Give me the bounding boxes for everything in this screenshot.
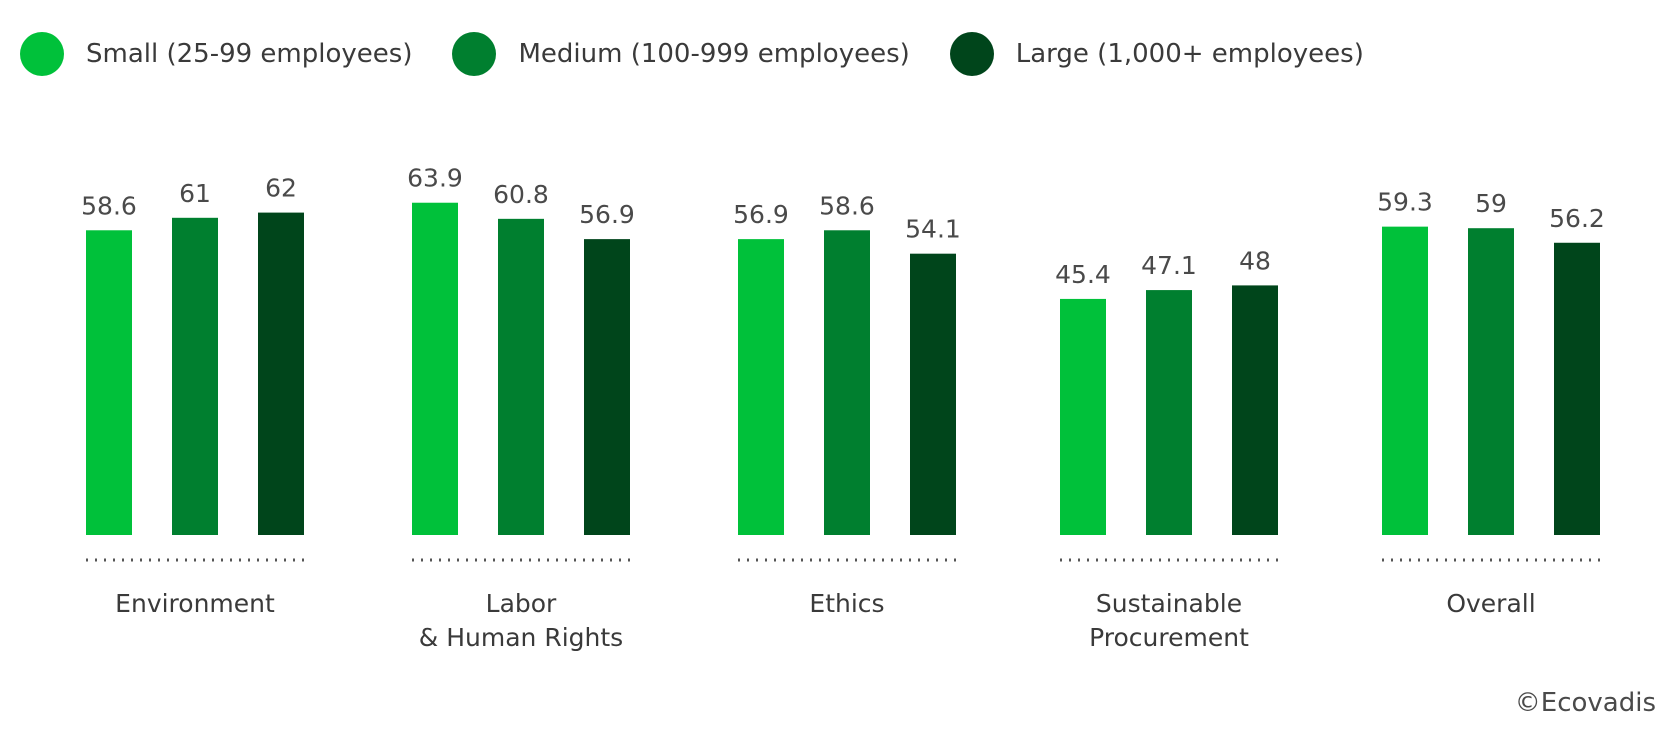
category-label-2-line-0: Ethics: [809, 589, 884, 618]
category-label-3-line-1: Procurement: [1089, 623, 1249, 652]
bar-small-3: [1060, 298, 1106, 535]
bar-large-0: [258, 212, 304, 535]
data-label-medium-3: 47.1: [1141, 251, 1197, 280]
bar-medium-0: [172, 217, 218, 536]
bar-medium-1: [498, 218, 544, 535]
data-label-small-4: 59.3: [1377, 188, 1433, 217]
category-label-3-line-0: Sustainable: [1096, 589, 1242, 618]
data-label-large-3: 48: [1239, 246, 1271, 275]
bar-small-2: [738, 239, 784, 535]
data-label-medium-4: 59: [1475, 189, 1507, 218]
bar-medium-4: [1468, 228, 1514, 535]
bar-large-4: [1554, 242, 1600, 535]
legend-label-small: Small (25-99 employees): [86, 39, 413, 69]
legend-item-small: Small (25-99 employees): [20, 32, 412, 76]
chart-legend: Small (25-99 employees) Medium (100-999 …: [20, 30, 1404, 78]
category-label-1-line-0: Labor: [486, 589, 557, 618]
bar-large-3: [1232, 285, 1278, 535]
data-label-large-4: 56.2: [1549, 204, 1605, 233]
legend-label-large: Large (1,000+ employees): [1015, 39, 1364, 69]
bar-small-4: [1382, 226, 1428, 535]
data-label-medium-1: 60.8: [493, 180, 549, 209]
legend-label-medium: Medium (100-999 employees): [518, 39, 910, 69]
legend-swatch-large: [949, 32, 994, 76]
data-label-large-1: 56.9: [579, 200, 635, 229]
data-label-large-2: 54.1: [905, 215, 961, 244]
data-label-small-1: 63.9: [407, 164, 463, 193]
legend-item-medium: Medium (100-999 employees): [452, 32, 910, 76]
legend-swatch-small: [20, 32, 64, 76]
category-label-4-line-0: Overall: [1446, 589, 1535, 618]
legend-swatch-medium: [452, 32, 497, 76]
bar-large-1: [584, 239, 630, 535]
bar-medium-3: [1146, 290, 1192, 535]
data-label-medium-0: 61: [179, 179, 211, 208]
copyright-credit: ©Ecovadis: [1514, 688, 1656, 718]
category-label-1-line-1: & Human Rights: [419, 623, 623, 652]
bar-large-2: [910, 253, 956, 535]
data-label-small-2: 56.9: [733, 200, 789, 229]
data-label-medium-2: 58.6: [819, 191, 875, 220]
bar-medium-2: [824, 230, 870, 535]
data-label-small-3: 45.4: [1055, 260, 1111, 289]
data-label-large-0: 62: [265, 174, 297, 203]
bar-small-1: [412, 202, 458, 535]
bar-small-0: [86, 230, 132, 535]
data-label-small-0: 58.6: [81, 191, 137, 220]
category-label-0-line-0: Environment: [115, 589, 275, 618]
legend-item-large: Large (1,000+ employees): [949, 32, 1364, 76]
